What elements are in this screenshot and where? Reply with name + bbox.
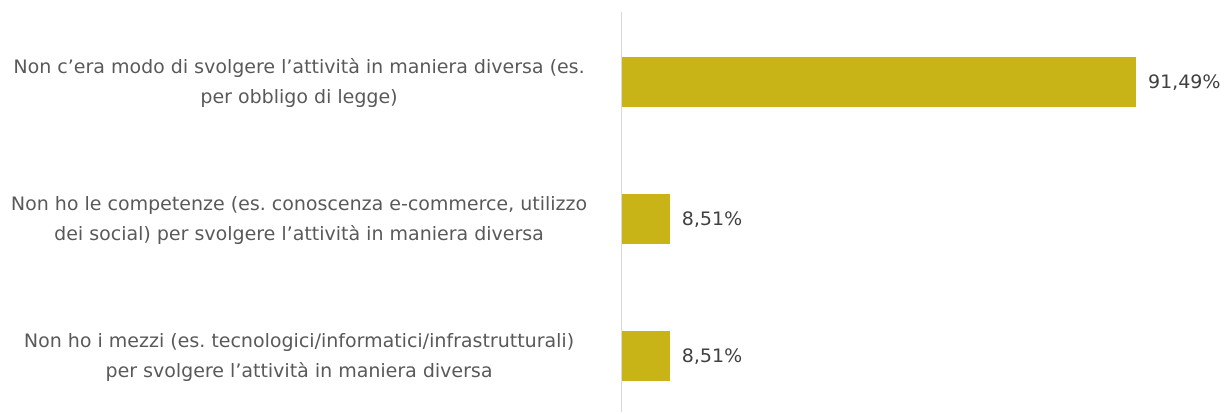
value-label: 91,49% — [1148, 71, 1221, 93]
category-label-box: Non ho i mezzi (es. tecnologici/informat… — [0, 291, 592, 414]
bar — [622, 194, 670, 244]
bar — [622, 57, 1136, 107]
value-label: 8,51% — [681, 345, 743, 367]
category-axis — [621, 12, 622, 412]
category-label: Non ho i mezzi (es. tecnologici/informat… — [23, 330, 575, 382]
bar — [622, 331, 670, 381]
category-label: Non c’era modo di svolgere l’attività in… — [13, 56, 585, 108]
value-label: 8,51% — [681, 208, 743, 230]
category-label-box: Non c’era modo di svolgere l’attività in… — [0, 17, 592, 147]
category-label-box: Non ho le competenze (es. conoscenza e-c… — [0, 154, 592, 284]
category-label: Non ho le competenze (es. conoscenza e-c… — [10, 193, 588, 245]
